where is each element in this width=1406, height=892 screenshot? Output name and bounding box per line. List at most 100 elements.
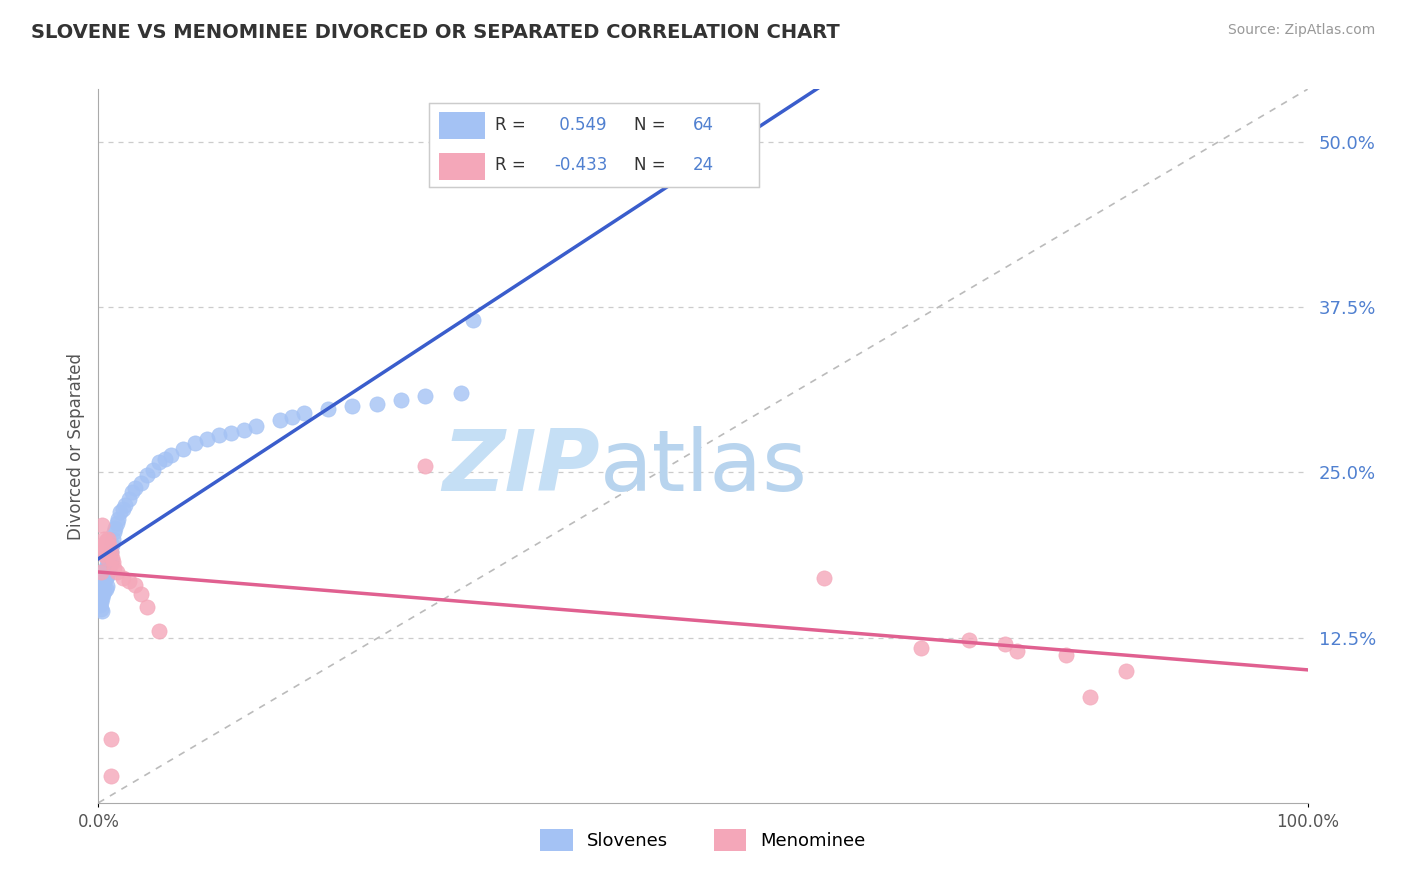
FancyBboxPatch shape	[439, 112, 485, 139]
Point	[121, 485, 143, 500]
Point	[124, 578, 146, 592]
Point	[105, 565, 128, 579]
Point	[1115, 664, 1137, 678]
Point	[100, 769, 122, 783]
Point	[96, 558, 118, 572]
Point	[100, 545, 122, 559]
Point	[450, 386, 472, 401]
Point	[89, 598, 111, 612]
Text: Source: ZipAtlas.com: Source: ZipAtlas.com	[1227, 23, 1375, 37]
Point	[97, 532, 120, 546]
Point	[90, 565, 112, 579]
Point	[91, 578, 114, 592]
Point	[129, 587, 152, 601]
Point	[160, 448, 183, 462]
Point	[91, 518, 114, 533]
Point	[100, 732, 122, 747]
Text: N =: N =	[634, 156, 665, 174]
Point	[413, 458, 436, 473]
Point	[1007, 644, 1029, 658]
Point	[221, 425, 243, 440]
Point	[104, 521, 127, 535]
Point	[97, 542, 120, 557]
Point	[413, 389, 436, 403]
Point	[97, 565, 120, 579]
Point	[107, 511, 129, 525]
Point	[98, 551, 121, 566]
Point	[232, 423, 254, 437]
Text: ZIP: ZIP	[443, 425, 600, 509]
Point	[111, 502, 134, 516]
Point	[94, 560, 117, 574]
Point	[101, 532, 124, 546]
Point	[108, 505, 131, 519]
Point	[94, 571, 117, 585]
Point	[118, 491, 141, 506]
Point	[813, 571, 835, 585]
Point	[90, 601, 112, 615]
Point	[90, 587, 112, 601]
Point	[153, 452, 176, 467]
Point	[91, 568, 114, 582]
Point	[91, 591, 114, 605]
Point	[269, 412, 291, 426]
Point	[93, 565, 115, 579]
Point	[114, 499, 136, 513]
Point	[103, 560, 125, 574]
Point	[100, 555, 122, 569]
Point	[94, 534, 117, 549]
Point	[124, 481, 146, 495]
Point	[103, 524, 125, 539]
Point	[366, 397, 388, 411]
Point	[90, 595, 112, 609]
Point	[98, 538, 121, 552]
Point	[389, 392, 412, 407]
Point	[100, 545, 122, 559]
Point	[93, 584, 115, 599]
Text: SLOVENE VS MENOMINEE DIVORCED OR SEPARATED CORRELATION CHART: SLOVENE VS MENOMINEE DIVORCED OR SEPARAT…	[31, 23, 839, 42]
Text: -0.433: -0.433	[554, 156, 607, 174]
Point	[245, 419, 267, 434]
Y-axis label: Divorced or Separated: Divorced or Separated	[66, 352, 84, 540]
Point	[281, 409, 304, 424]
Text: atlas: atlas	[600, 425, 808, 509]
Point	[1078, 690, 1101, 704]
Point	[135, 600, 157, 615]
Point	[91, 538, 114, 552]
Legend: Slovenes, Menominee: Slovenes, Menominee	[533, 822, 873, 858]
Point	[100, 538, 122, 552]
Text: R =: R =	[495, 117, 526, 135]
Point	[91, 604, 114, 618]
Point	[89, 584, 111, 599]
Point	[208, 428, 231, 442]
Point	[129, 475, 152, 490]
Text: 0.549: 0.549	[554, 117, 607, 135]
Point	[142, 463, 165, 477]
Point	[316, 402, 339, 417]
Point	[89, 591, 111, 605]
Point	[292, 406, 315, 420]
Point	[93, 542, 115, 557]
Point	[91, 587, 114, 601]
Point	[90, 578, 112, 592]
Point	[96, 551, 118, 566]
Point	[91, 547, 114, 561]
Point	[111, 571, 134, 585]
Point	[463, 313, 485, 327]
Point	[93, 574, 115, 588]
Point	[91, 581, 114, 595]
Point	[148, 455, 170, 469]
Point	[135, 468, 157, 483]
Point	[172, 442, 194, 456]
Text: R =: R =	[495, 156, 526, 174]
Point	[148, 624, 170, 638]
Point	[91, 571, 114, 585]
Point	[118, 574, 141, 588]
Point	[1054, 648, 1077, 662]
Point	[94, 582, 117, 596]
Point	[98, 562, 121, 576]
Point	[100, 551, 122, 566]
Point	[195, 433, 218, 447]
Text: 24: 24	[693, 156, 714, 174]
Text: N =: N =	[634, 117, 665, 135]
